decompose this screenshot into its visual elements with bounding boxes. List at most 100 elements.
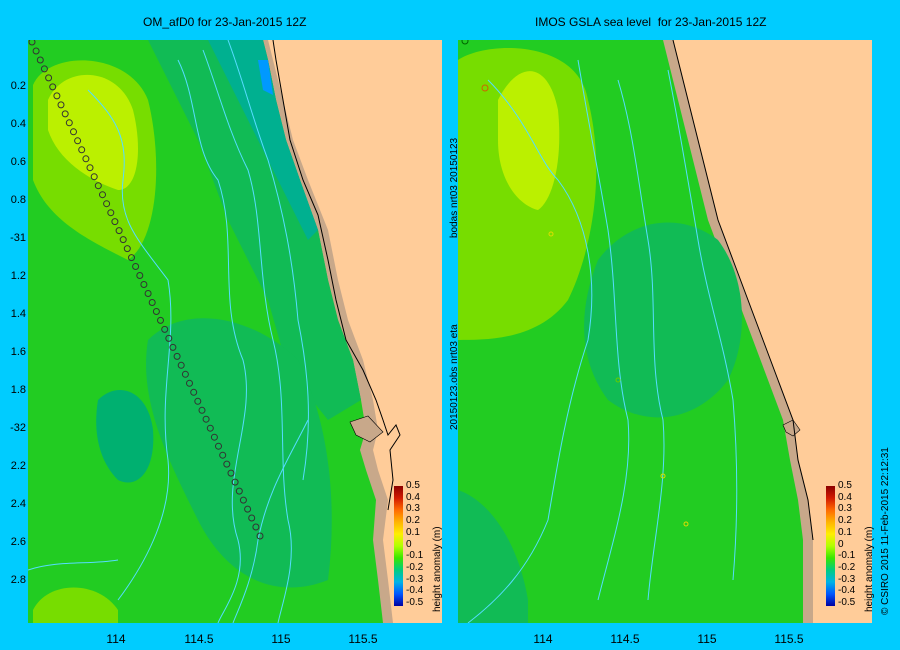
y-tick-label: 0.2 — [10, 80, 26, 92]
colorbar-tick-label: 0.5 — [406, 480, 420, 491]
track-marker — [119, 236, 127, 244]
track-marker — [215, 442, 222, 450]
track-marker — [94, 182, 102, 190]
y-tick-label: -32 — [10, 422, 26, 434]
colorbar-gradient — [826, 486, 835, 606]
track-marker — [244, 505, 252, 513]
track-marker — [140, 281, 148, 288]
track-marker — [107, 209, 115, 217]
left-bodas-label: bodas nrt03 20150123 — [449, 137, 460, 238]
right-map-title: IMOS GSLA sea level for 23-Jan-2015 12Z — [535, 15, 767, 29]
colorbar-tick-label: -0.2 — [838, 561, 856, 573]
track-marker — [198, 406, 206, 414]
y-tick-label: 1.6 — [10, 346, 26, 358]
track-marker — [57, 101, 65, 109]
colorbar-tick-label: -0.4 — [838, 585, 856, 597]
colorbar-tick-label: -0.4 — [406, 585, 424, 597]
track-marker — [231, 478, 239, 486]
track-marker — [194, 397, 202, 405]
x-tick-label: 115.5 — [348, 632, 378, 646]
track-marker — [186, 379, 193, 387]
track-marker — [111, 218, 119, 226]
left-map-title: OM_afD0 for 23-Jan-2015 12Z — [143, 15, 307, 29]
track-marker — [248, 514, 256, 522]
track-marker — [49, 83, 57, 91]
x-tick-label: 115.5 — [774, 632, 804, 646]
colorbar-tick-label: 0.3 — [838, 503, 852, 515]
track-marker — [45, 74, 53, 82]
track-marker — [32, 47, 40, 55]
x-tick-label: 114 — [533, 632, 553, 646]
y-tick-label: 2.4 — [10, 498, 26, 510]
track-marker — [53, 92, 61, 100]
left-obs-label: 20150123.obs nrt03 eta — [449, 324, 460, 430]
track-marker — [82, 155, 90, 163]
track-marker — [239, 496, 247, 504]
x-tick-label: 114.5 — [184, 632, 214, 646]
track-marker — [144, 290, 152, 297]
track-marker — [115, 227, 123, 235]
colorbar-tick-label: 0.1 — [838, 526, 852, 538]
x-tick-label: 114.5 — [610, 632, 640, 646]
track-marker — [148, 299, 156, 306]
track-marker — [128, 254, 135, 262]
colorbar-tick-label: -0.5 — [406, 597, 424, 608]
colorbar-label: height anomaly (m) — [864, 526, 875, 612]
track-marker — [78, 146, 86, 154]
track-marker — [152, 308, 160, 315]
colorbar-tick-label: 0 — [838, 538, 844, 550]
track-marker — [28, 40, 36, 46]
track-marker — [70, 128, 77, 136]
copyright-label: © CSIRO 2015 11-Feb-2015 22:12:31 — [880, 447, 891, 615]
colorbar-label: height anomaly (m) — [432, 526, 443, 612]
y-tick-label: 1.4 — [10, 308, 26, 320]
track-marker — [202, 415, 210, 423]
colorbar-tick-label: -0.5 — [838, 597, 856, 608]
track-marker — [36, 56, 44, 64]
track-marker — [256, 532, 264, 540]
track-marker — [99, 191, 106, 199]
track-marker — [169, 343, 177, 351]
colorbar-tick-label: -0.1 — [838, 550, 856, 562]
colorbar-tick-label: -0.3 — [406, 573, 424, 585]
track-marker — [103, 200, 111, 208]
track-marker — [223, 460, 231, 468]
track-marker — [132, 263, 140, 270]
track-marker — [252, 523, 260, 531]
colorbar-tick-label: 0.4 — [838, 491, 852, 503]
y-tick-label: 2.8 — [10, 574, 26, 586]
y-tick-label: 1.2 — [10, 270, 26, 282]
track-marker — [235, 487, 243, 495]
track-marker — [173, 352, 181, 360]
y-tick-label: 2.2 — [10, 460, 26, 472]
y-tick-label: 0.8 — [10, 194, 26, 206]
right-map-panel — [458, 40, 872, 623]
track-marker — [90, 173, 98, 181]
track-marker — [219, 451, 227, 459]
track-marker — [123, 245, 131, 253]
track-marker — [161, 325, 169, 333]
colorbar-tick-label: 0.4 — [406, 491, 420, 503]
track-marker — [206, 424, 214, 432]
track-marker — [86, 164, 94, 172]
colorbar-tick-label: 0.1 — [406, 526, 420, 538]
y-tick-label: 0.4 — [10, 118, 26, 130]
colorbar-tick-label: 0.2 — [406, 515, 420, 527]
colorbar-tick-label: -0.2 — [406, 561, 424, 573]
track-marker — [165, 334, 173, 342]
track-marker — [227, 469, 235, 477]
track-marker — [190, 388, 198, 396]
y-tick-label: 0.6 — [10, 156, 26, 168]
track-marker — [40, 65, 48, 73]
track-marker — [136, 272, 144, 279]
y-tick-label: 1.8 — [10, 384, 26, 396]
track-marker — [157, 316, 164, 324]
colorbar-tick-label: 0.3 — [406, 503, 420, 515]
track-marker — [181, 370, 189, 378]
y-tick-label: -31 — [10, 232, 26, 244]
y-tick-label: 2.6 — [10, 536, 26, 548]
track-marker — [74, 137, 82, 145]
colorbar-tick-label: -0.1 — [406, 550, 424, 562]
colorbar-gradient — [394, 486, 403, 606]
colorbar-tick-label: -0.3 — [838, 573, 856, 585]
